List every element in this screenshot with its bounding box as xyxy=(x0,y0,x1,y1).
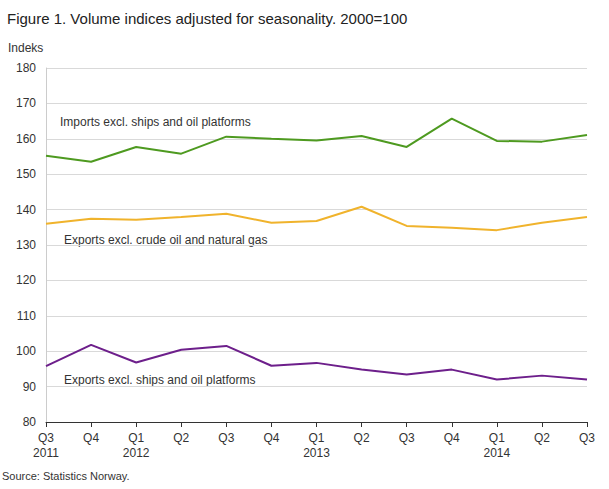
svg-text:90: 90 xyxy=(23,380,37,394)
svg-text:Source: Statistics Norway.: Source: Statistics Norway. xyxy=(2,470,130,482)
svg-text:Q1: Q1 xyxy=(128,431,144,445)
svg-text:130: 130 xyxy=(16,238,36,252)
svg-text:2014: 2014 xyxy=(483,446,510,460)
svg-text:Imports excl. ships and oil pl: Imports excl. ships and oil platforms xyxy=(60,115,251,129)
svg-text:Q3: Q3 xyxy=(399,431,415,445)
svg-text:Q4: Q4 xyxy=(83,431,99,445)
svg-text:Q4: Q4 xyxy=(263,431,279,445)
svg-text:Q3: Q3 xyxy=(38,431,54,445)
svg-text:110: 110 xyxy=(17,309,36,323)
svg-text:Indeks: Indeks xyxy=(8,41,43,55)
svg-text:Q2: Q2 xyxy=(534,431,550,445)
svg-text:Q3: Q3 xyxy=(218,431,234,445)
svg-text:Q3: Q3 xyxy=(579,431,595,445)
svg-text:2013: 2013 xyxy=(303,446,330,460)
svg-text:160: 160 xyxy=(16,132,36,146)
svg-text:180: 180 xyxy=(16,61,36,75)
svg-text:170: 170 xyxy=(16,96,36,110)
svg-text:Q1: Q1 xyxy=(489,431,505,445)
svg-text:140: 140 xyxy=(16,203,36,217)
svg-text:100: 100 xyxy=(16,344,36,358)
svg-text:Q4: Q4 xyxy=(444,431,460,445)
svg-text:120: 120 xyxy=(16,273,36,287)
svg-text:80: 80 xyxy=(23,415,37,429)
svg-text:Figure 1. Volume indices adjus: Figure 1. Volume indices adjusted for se… xyxy=(7,10,407,27)
svg-text:Q2: Q2 xyxy=(173,431,189,445)
svg-text:Q2: Q2 xyxy=(354,431,370,445)
svg-text:Q1: Q1 xyxy=(308,431,324,445)
svg-text:Exports excl. ships and oil pl: Exports excl. ships and oil platforms xyxy=(64,373,255,387)
svg-text:2012: 2012 xyxy=(123,446,150,460)
svg-text:Exports excl. crude oil and na: Exports excl. crude oil and natural gas xyxy=(64,233,267,247)
svg-text:150: 150 xyxy=(16,167,36,181)
svg-text:2011: 2011 xyxy=(33,446,59,460)
